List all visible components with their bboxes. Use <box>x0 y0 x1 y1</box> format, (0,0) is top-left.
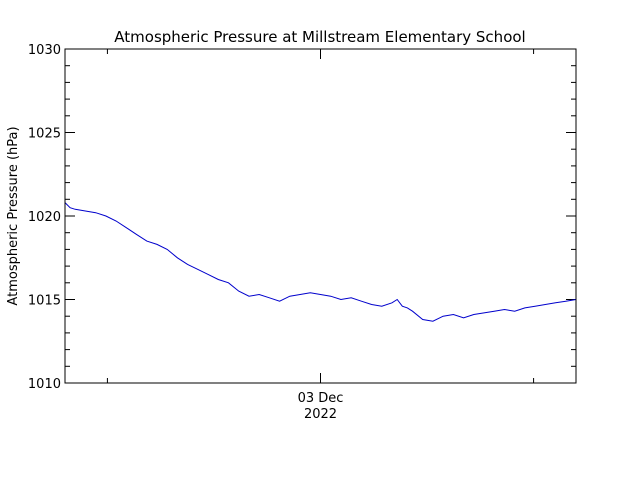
x-tick-label: 03 Dec <box>298 391 344 406</box>
chart-title: Atmospheric Pressure at Millstream Eleme… <box>114 28 525 46</box>
y-axis-label: Atmospheric Pressure (hPa) <box>6 126 21 305</box>
axis-ticks <box>65 48 576 384</box>
x-tick-sublabel: 2022 <box>304 407 337 422</box>
pressure-series-line <box>64 202 577 322</box>
y-tick-label: 1010 <box>28 377 61 392</box>
y-tick-label: 1020 <box>28 210 61 225</box>
y-tick-label: 1015 <box>28 294 61 309</box>
y-tick-label: 1025 <box>28 127 61 142</box>
plot-frame <box>64 48 577 384</box>
y-tick-label: 1030 <box>28 43 61 58</box>
